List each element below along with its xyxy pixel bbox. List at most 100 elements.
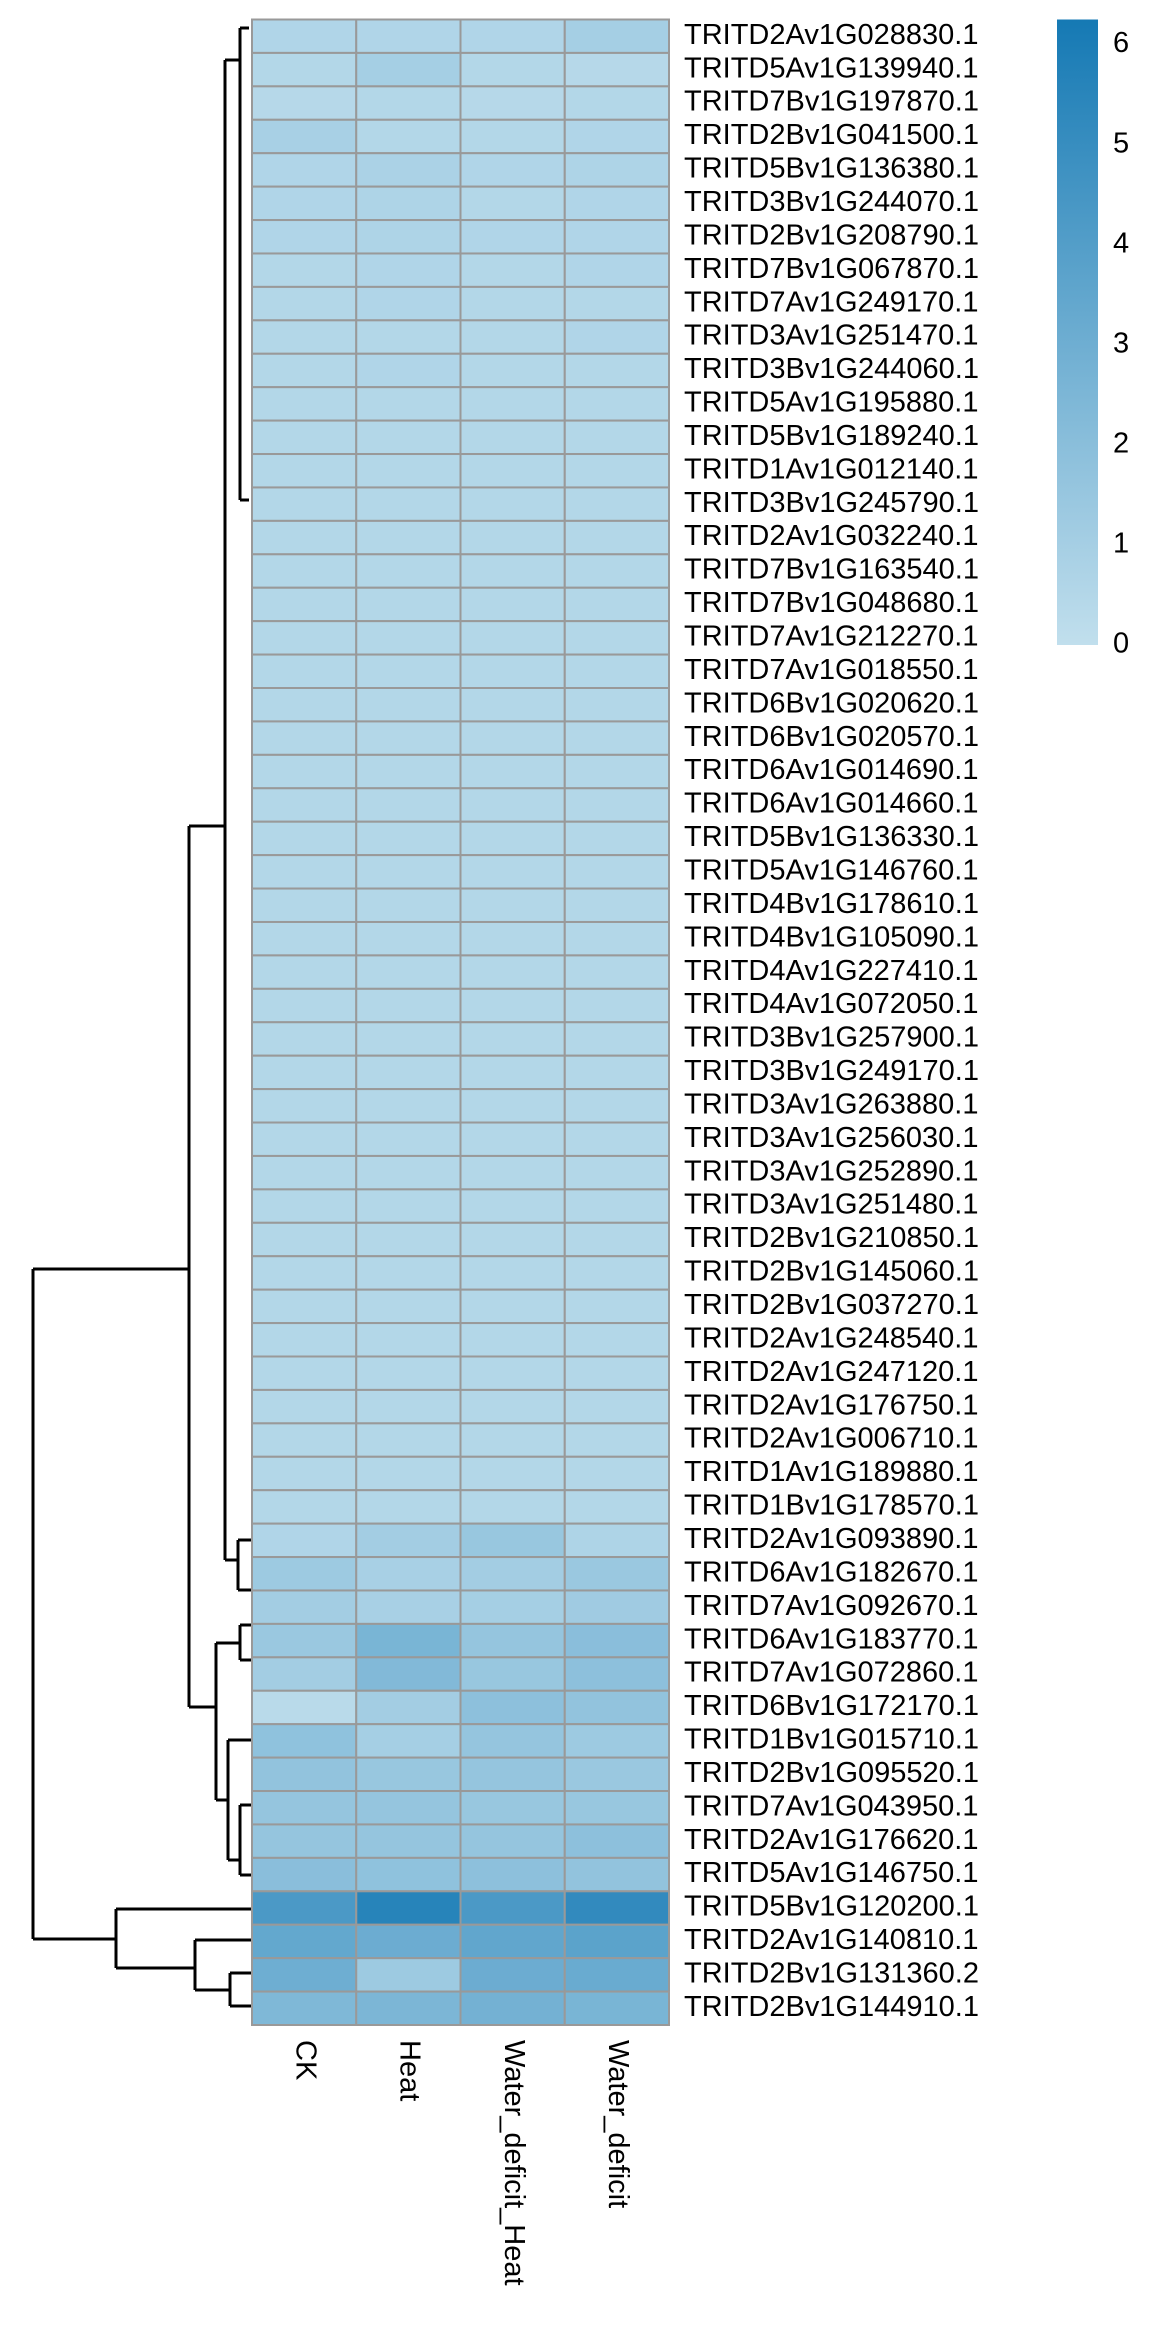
heatmap-cell (355, 185, 462, 222)
heatmap-cell (251, 1455, 358, 1492)
heatmap-cell (251, 1723, 358, 1759)
heatmap-cell (355, 1322, 462, 1358)
heatmap-cell (251, 586, 358, 623)
row-label: TRITD2Bv1G144910.1 (684, 1991, 979, 2023)
heatmap-cell (251, 18, 358, 54)
heatmap-cell (251, 1288, 358, 1325)
heatmap-cell (459, 1088, 566, 1124)
heatmap-cell (563, 1054, 670, 1091)
row-label: TRITD6Bv1G020570.1 (684, 721, 979, 753)
heatmap-cell (563, 1656, 670, 1692)
heatmap-cell (251, 1689, 358, 1726)
heatmap-cell (355, 1957, 462, 1993)
heatmap-cell (563, 1689, 670, 1726)
heatmap-cell (563, 854, 670, 890)
row-label: TRITD4Av1G227410.1 (684, 955, 978, 987)
heatmap-cell (459, 386, 566, 422)
heatmap-cell (459, 185, 566, 222)
heatmap-cell (355, 1756, 462, 1793)
heatmap-cell (251, 1990, 358, 2026)
row-label: TRITD3Bv1G257900.1 (684, 1022, 979, 1054)
row-label: TRITD3Av1G251480.1 (684, 1189, 978, 1221)
heatmap-cell (251, 1957, 358, 1993)
heatmap-cell (459, 1221, 566, 1258)
heatmap-cell (563, 152, 670, 188)
heatmap-cell (563, 1723, 670, 1759)
heatmap-cell (355, 1221, 462, 1258)
column-label: Water_deficit (602, 2040, 634, 2208)
heatmap-cell (459, 586, 566, 623)
legend-tick-label: 4 (1113, 227, 1129, 259)
heatmap-cell (563, 486, 670, 522)
row-label: TRITD5Bv1G136330.1 (684, 821, 979, 853)
heatmap-cell (251, 887, 358, 923)
heatmap-cell (251, 687, 358, 723)
row-label: TRITD3Bv1G245790.1 (684, 487, 979, 519)
heatmap-cell (459, 453, 566, 489)
heatmap-cell (563, 51, 670, 88)
heatmap-cell (563, 1856, 670, 1893)
heatmap-cell (459, 1689, 566, 1726)
heatmap-cell (563, 987, 670, 1024)
row-label: TRITD4Av1G072050.1 (684, 988, 978, 1020)
heatmap-cell (459, 1255, 566, 1291)
heatmap-cell (355, 1154, 462, 1191)
heatmap-cell (355, 1723, 462, 1759)
heatmap-cell (459, 1723, 566, 1759)
heatmap-cell (563, 1422, 670, 1458)
heatmap-cell (355, 586, 462, 623)
heatmap-cell (563, 1288, 670, 1325)
heatmap-cell (355, 1589, 462, 1625)
heatmap-cell (251, 1188, 358, 1224)
heatmap-cell (355, 954, 462, 990)
row-label: TRITD7Av1G212270.1 (684, 621, 978, 653)
row-label: TRITD4Bv1G105090.1 (684, 921, 979, 953)
heatmap-cell (563, 586, 670, 623)
heatmap-cell (563, 787, 670, 823)
heatmap-cell (563, 1221, 670, 1258)
heatmap-cell (251, 1422, 358, 1458)
row-label: TRITD2Bv1G037270.1 (684, 1289, 979, 1321)
row-label: TRITD1Bv1G015710.1 (684, 1724, 979, 1756)
heatmap-cell (355, 1790, 462, 1826)
heatmap-cell (251, 1121, 358, 1157)
row-label: TRITD3Av1G252890.1 (684, 1155, 978, 1187)
heatmap-cell (355, 1188, 462, 1224)
row-label: TRITD7Av1G072860.1 (684, 1657, 978, 1689)
heatmap-cell (459, 1522, 566, 1559)
heatmap-cell (251, 252, 358, 288)
heatmap-cell (355, 419, 462, 456)
heatmap-cell (251, 820, 358, 857)
row-label: TRITD7Av1G092670.1 (684, 1590, 978, 1622)
heatmap-cell (251, 1388, 358, 1425)
heatmap-cell (459, 1856, 566, 1893)
heatmap-cell (251, 1622, 358, 1659)
heatmap-cell (251, 920, 358, 957)
row-label: TRITD7Bv1G163540.1 (684, 554, 979, 586)
heatmap-cell (563, 1522, 670, 1559)
heatmap-cell (355, 1355, 462, 1391)
dendrogram (31, 26, 252, 2008)
heatmap-cell (355, 1121, 462, 1157)
row-label: TRITD2Bv1G131360.2 (684, 1958, 979, 1990)
row-label: TRITD2Av1G247120.1 (684, 1356, 978, 1388)
heatmap-cell (459, 1656, 566, 1692)
heatmap-cell (563, 285, 670, 322)
heatmap-cell (563, 753, 670, 790)
heatmap-cell (251, 1856, 358, 1893)
row-label: TRITD2Bv1G208790.1 (684, 219, 979, 251)
heatmap-cell (355, 1556, 462, 1592)
heatmap-cell (355, 553, 462, 589)
heatmap-cell (459, 1188, 566, 1224)
row-label: TRITD2Bv1G210850.1 (684, 1222, 979, 1254)
heatmap-cell (355, 1823, 462, 1859)
heatmap-cell (459, 920, 566, 957)
heatmap-cell (251, 219, 358, 255)
row-label: TRITD1Av1G012140.1 (684, 453, 978, 485)
row-label: TRITD2Bv1G095520.1 (684, 1757, 979, 1789)
heatmap-cell (459, 18, 566, 54)
heatmap-cell (355, 1656, 462, 1692)
heatmap-cell (251, 1054, 358, 1091)
heatmap-cell (251, 85, 358, 121)
